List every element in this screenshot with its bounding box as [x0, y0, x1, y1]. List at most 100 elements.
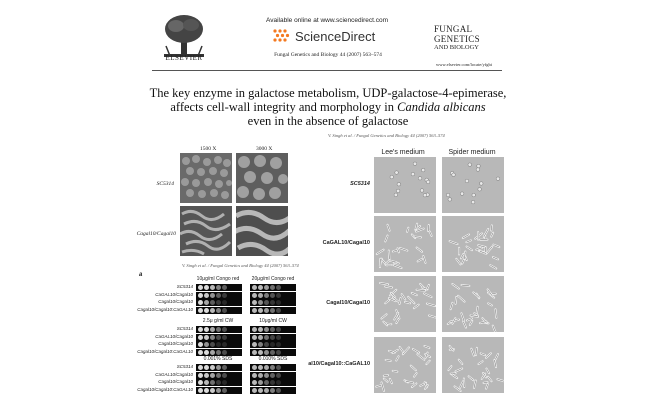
- yeast-spot: [216, 365, 221, 370]
- spot-plate-row: [250, 371, 296, 379]
- yeast-spot: [276, 349, 281, 355]
- yeast-spot: [222, 387, 227, 393]
- micro-caption: V. Singh et al. / Fungal Genetics and Bi…: [328, 133, 445, 138]
- yeast-spot: [252, 380, 257, 385]
- spot-plate-row: [250, 306, 296, 314]
- yeast-spot: [204, 285, 209, 290]
- yeast-spot: [270, 292, 275, 298]
- yeast-spot: [264, 372, 269, 378]
- yeast-spot: [216, 285, 221, 290]
- journal-url: www.elsevier.com/locate/yfgbi: [436, 62, 492, 67]
- yeast-spot: [204, 387, 209, 393]
- yeast-spot: [270, 365, 275, 370]
- yeast-spot: [204, 380, 209, 385]
- yeast-spot: [198, 327, 203, 332]
- journal-reference: Fungal Genetics and Biology 44 (2007) 56…: [274, 52, 382, 58]
- yeast-spot: [258, 292, 263, 298]
- available-online-text: Available online at www.sciencedirect.co…: [266, 17, 388, 24]
- sciencedirect-dots-icon: [273, 29, 290, 42]
- yeast-spot: [258, 327, 263, 332]
- yeast-spot: [252, 285, 257, 290]
- yeast-spot: [270, 285, 275, 290]
- yeast-spot: [198, 300, 203, 305]
- spot-strain-label: Cagal10/Cagal10: [158, 299, 193, 304]
- yeast-spot: [216, 292, 221, 298]
- yeast-spot: [222, 327, 227, 332]
- sem-row-label-cagal10: Cagal10/Cagal10: [136, 231, 176, 237]
- spot-plate-row: [196, 379, 242, 386]
- spot-plate-row: [196, 326, 242, 333]
- yeast-spot: [264, 307, 269, 313]
- spot-condition-left: 0.001% SDS: [203, 356, 233, 362]
- sem-image-cagal10-3000: [236, 206, 288, 256]
- yeast-spot: [222, 380, 227, 385]
- micro-row-label: SC5314: [350, 181, 370, 187]
- yeast-spot: [252, 342, 257, 347]
- yeast-spot: [222, 285, 227, 290]
- yeast-spot: [276, 334, 281, 340]
- sciencedirect-logo: ScienceDirect: [272, 28, 375, 44]
- yeast-spot: [252, 387, 257, 393]
- spot-plate-row: [250, 291, 296, 299]
- micro-row-label: CaGAL10/Cagal10: [322, 240, 370, 246]
- header-divider: [152, 70, 502, 71]
- spot-plate-row: [250, 386, 296, 394]
- yeast-spot: [252, 334, 257, 340]
- yeast-spot: [264, 327, 269, 332]
- spot-strain-label: Cagal10/Cagal10: [158, 341, 193, 346]
- sem-image-cagal10-1500: [180, 206, 232, 256]
- yeast-spot: [270, 334, 275, 340]
- yeast-spot: [216, 327, 221, 332]
- yeast-spot: [264, 349, 269, 355]
- title-species: Candida albicans: [397, 100, 486, 114]
- yeast-spot: [264, 380, 269, 385]
- yeast-spot: [252, 365, 257, 370]
- yeast-spot: [204, 327, 209, 332]
- yeast-spot: [270, 372, 275, 378]
- yeast-spot: [198, 380, 203, 385]
- yeast-spot: [210, 372, 215, 378]
- yeast-spot: [258, 285, 263, 290]
- yeast-spot: [198, 292, 203, 298]
- yeast-spot: [210, 342, 215, 347]
- col-header-lees-medium: Lee's medium: [381, 149, 425, 156]
- yeast-spot: [252, 372, 257, 378]
- yeast-spot: [216, 300, 221, 305]
- yeast-spot: [258, 387, 263, 393]
- spot-condition-left: 10μg/ml Congo red: [196, 276, 240, 282]
- yeast-spot: [258, 372, 263, 378]
- spot-strain-label: Cagal10/Cagal10:CaGAL10: [137, 306, 193, 312]
- spot-condition-right: 20μg/ml Congo red: [251, 276, 295, 282]
- yeast-spot: [258, 334, 263, 340]
- spot-plate-row: [250, 326, 296, 333]
- paper-title: The key enzyme in galactose metabolism, …: [148, 86, 508, 128]
- yeast-spot: [270, 380, 275, 385]
- spot-plate-row: [196, 371, 242, 379]
- yeast-spot: [210, 307, 215, 313]
- yeast-spot: [222, 334, 227, 340]
- journal-logo-bottom: AND BIOLOGY: [434, 44, 479, 51]
- yeast-spot: [276, 380, 281, 385]
- yeast-spot: [222, 349, 227, 355]
- micrograph-spider-medium: [442, 276, 504, 332]
- yeast-spot: [198, 365, 203, 370]
- yeast-spot: [264, 334, 269, 340]
- yeast-spot: [210, 349, 215, 355]
- micrograph-spider-medium: [442, 216, 504, 272]
- yeast-spot: [264, 365, 269, 370]
- yeast-spot: [198, 342, 203, 347]
- yeast-spot: [222, 372, 227, 378]
- yeast-spot: [216, 349, 221, 355]
- spot-strain-label: CaGAL10/Cagal10: [155, 333, 193, 339]
- spot-plate-row: [250, 379, 296, 386]
- spot-strain-label: Cagal10/Cagal10:CaGAL10: [137, 386, 193, 392]
- elsevier-tree-logo: [160, 12, 208, 60]
- yeast-spot: [204, 307, 209, 313]
- spot-plate-row: [196, 333, 242, 341]
- spot-plate-row: [196, 348, 242, 356]
- spot-condition-right: 0.010% SDS: [258, 356, 288, 362]
- yeast-spot: [210, 334, 215, 340]
- spot-plate-row: [250, 341, 296, 348]
- yeast-spot: [222, 300, 227, 305]
- yeast-spot: [204, 292, 209, 298]
